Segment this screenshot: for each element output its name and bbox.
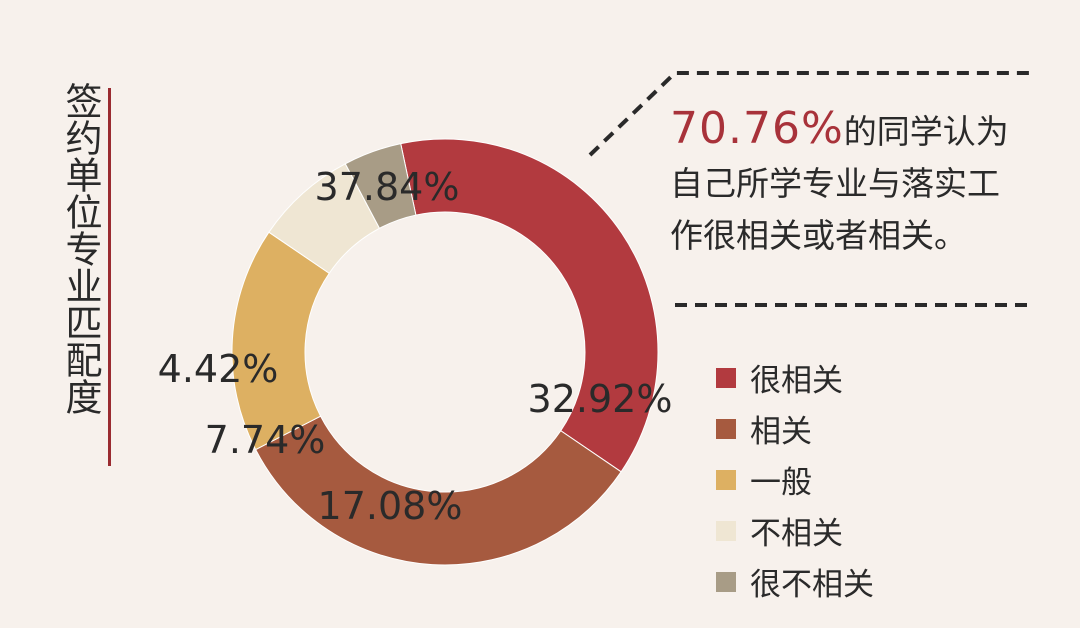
legend-swatch: [716, 571, 736, 592]
legend-swatch: [716, 367, 736, 388]
legend-label: 一般: [750, 465, 812, 501]
legend-swatch: [716, 469, 736, 490]
callout-text-1: 的同学认为: [843, 112, 1009, 151]
legend-item-2: 相关: [716, 403, 874, 454]
legend-item-5: 很不相关: [716, 556, 874, 607]
donut-slice-2: [254, 415, 622, 566]
slice-value-label-2: 32.92%: [528, 377, 673, 421]
callout-highlight: 70.76%: [670, 103, 844, 154]
callout-line-2: 自己所学专业与落实工: [670, 164, 1000, 203]
donut-slice-5: [344, 143, 417, 229]
callout: 70.76%的同学认为 自己所学专业与落实工 作很相关或者相关。: [670, 103, 1050, 262]
legend-item-1: 很相关: [716, 352, 874, 403]
slice-value-label-5: 4.42%: [158, 347, 279, 391]
legend-label: 很相关: [750, 363, 843, 399]
callout-line-3: 作很相关或者相关。: [670, 216, 967, 255]
donut-slice-1: [400, 138, 659, 473]
legend-label: 很不相关: [750, 567, 874, 603]
slice-value-label-1: 37.84%: [315, 165, 460, 209]
title-accent-line: [108, 88, 111, 466]
chart-title: 签约单位专业匹配度: [59, 82, 102, 415]
legend-label: 相关: [750, 414, 812, 450]
callout-line-1: 70.76%的同学认为: [670, 103, 1050, 158]
slice-value-label-3: 17.08%: [318, 484, 463, 528]
legend-label: 不相关: [750, 516, 843, 552]
legend: 很相关相关一般不相关很不相关: [716, 352, 874, 607]
slice-value-label-4: 7.74%: [205, 418, 326, 462]
donut-slice-3: [231, 231, 330, 451]
legend-item-3: 一般: [716, 454, 874, 505]
legend-item-4: 不相关: [716, 505, 874, 556]
legend-swatch: [716, 418, 736, 439]
legend-swatch: [716, 520, 736, 541]
